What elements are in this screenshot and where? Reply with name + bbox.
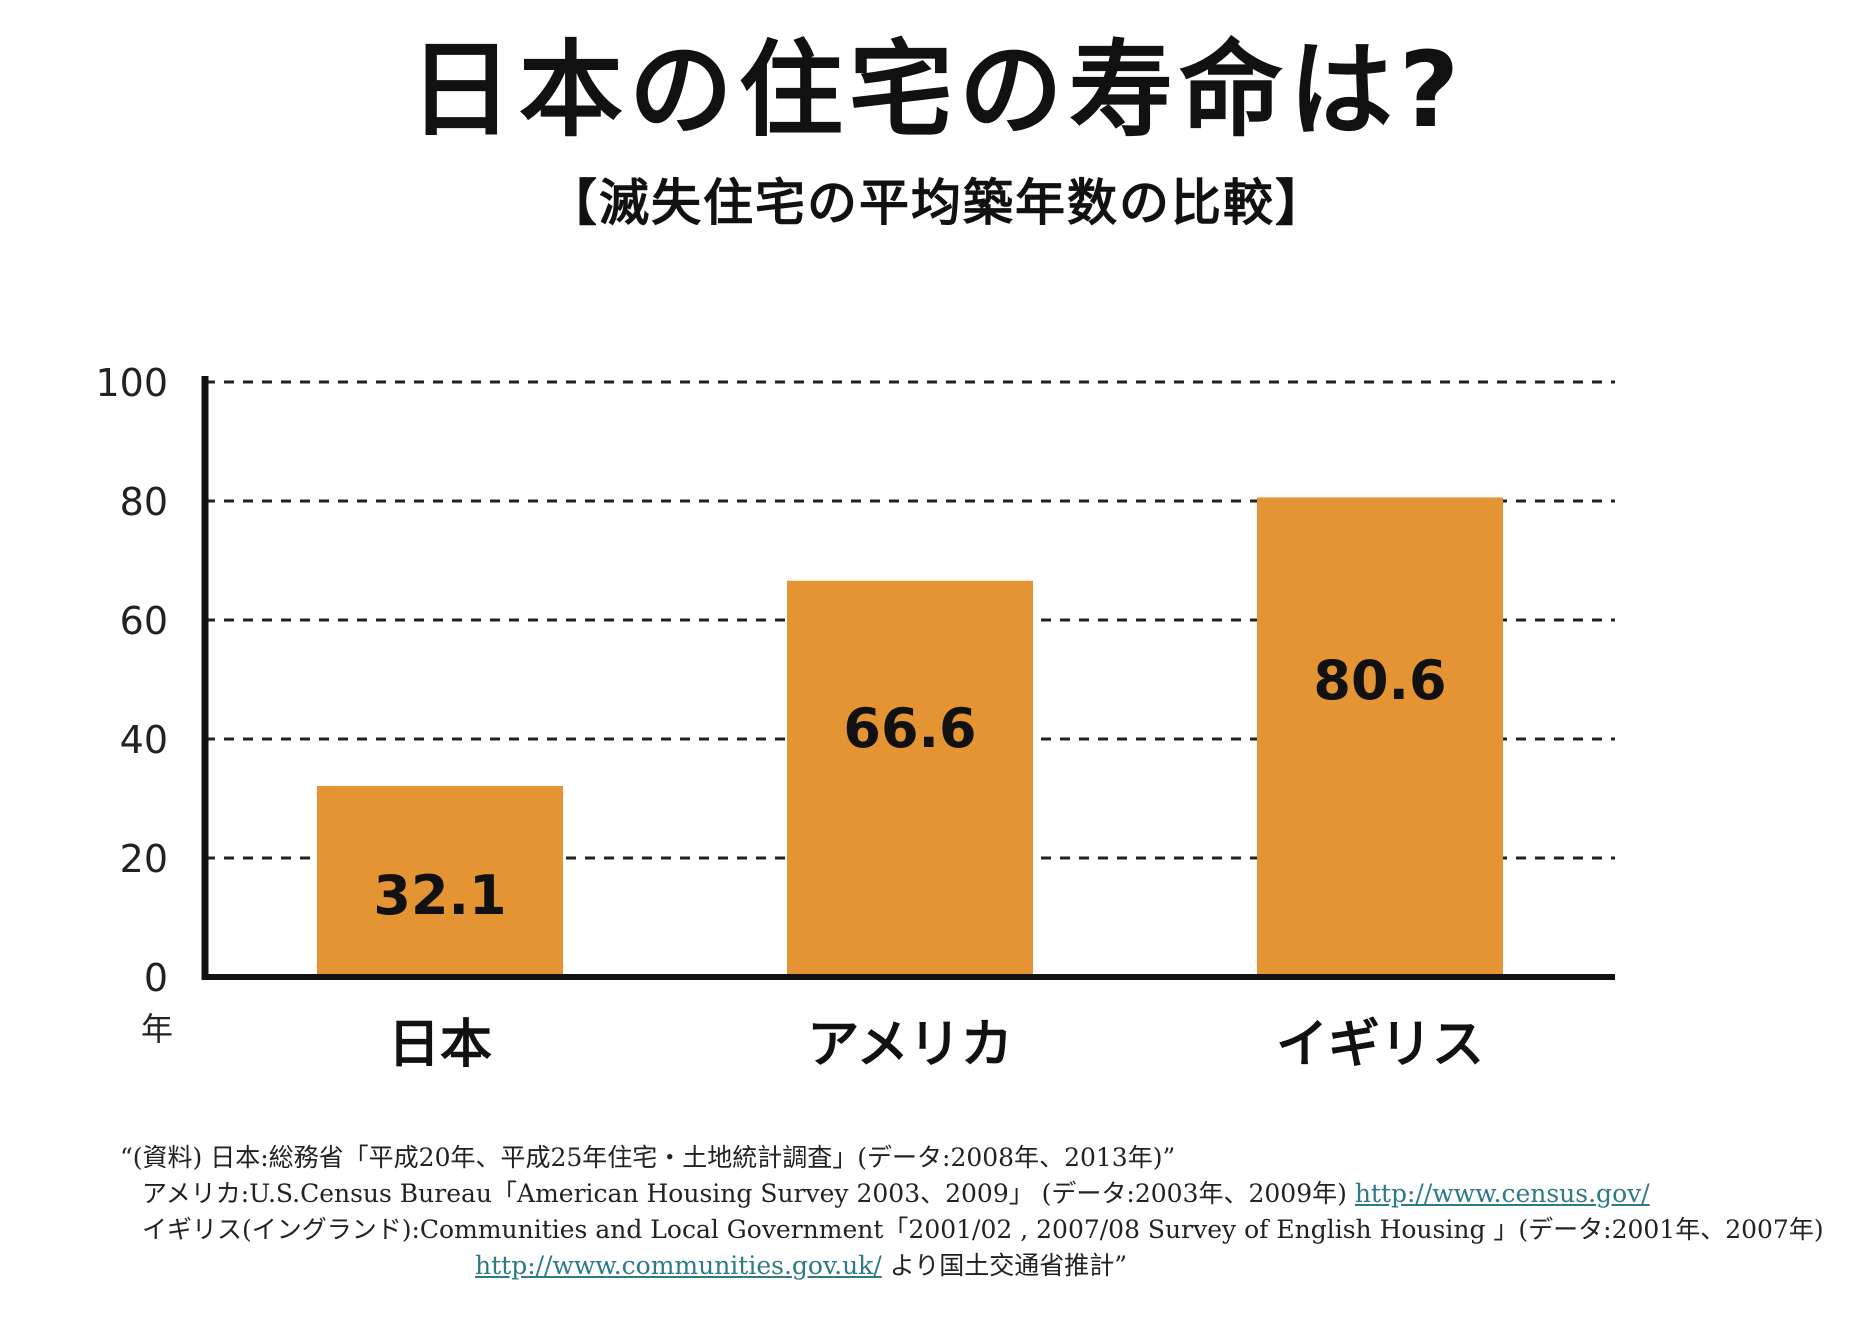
y-tick-label: 20: [120, 837, 168, 881]
source-line-japan: “(資料) 日本:総務省「平成20年、平成25年住宅・土地統計調査」(データ:2…: [120, 1143, 1176, 1172]
x-category-label: イギリス: [1276, 1015, 1484, 1075]
bar-value-label: 66.6: [843, 697, 976, 760]
bars: [317, 497, 1503, 977]
labels: 0 20 40 60 80 100 年 32.1 日本 66.6 アメリカ 80.6 イギリス: [95, 361, 1484, 1075]
bar-value-label: 80.6: [1313, 649, 1446, 712]
communities-link[interactable]: http://www.communities.gov.uk/: [475, 1251, 882, 1280]
bar: [787, 580, 1033, 977]
y-tick-label: 60: [120, 599, 168, 643]
x-category-label: 日本: [388, 1015, 492, 1075]
source-estimate-text: より国土交通省推計”: [889, 1251, 1128, 1280]
bar-chart: 0 20 40 60 80 100 年 32.1 日本 66.6 アメリカ 80.6 イギリス: [95, 361, 1615, 1075]
axes: [201, 376, 1615, 980]
source-line-usa: アメリカ:U.S.Census Bureau「American Housing …: [120, 1176, 1840, 1212]
y-tick-label: 0: [144, 956, 168, 1000]
y-tick-label: 100: [95, 361, 168, 405]
bar: [1257, 497, 1503, 977]
chart-subtitle: 【滅失住宅の平均築年数の比較】: [547, 174, 1327, 232]
source-line-estimate: http://www.communities.gov.uk/ より国土交通省推計…: [120, 1248, 1840, 1284]
source-notes: “(資料) 日本:総務省「平成20年、平成25年住宅・土地統計調査」(データ:2…: [120, 1140, 1840, 1284]
y-tick-label: 80: [120, 480, 168, 524]
bar: [317, 786, 563, 977]
source-usa-text: アメリカ:U.S.Census Bureau「American Housing …: [142, 1179, 1347, 1208]
source-line-uk: イギリス(イングランド):Communities and Local Gover…: [142, 1215, 1824, 1244]
bar-value-label: 32.1: [373, 864, 506, 927]
y-axis-unit-label: 年: [141, 1010, 173, 1048]
y-tick-label: 40: [120, 718, 168, 762]
census-link[interactable]: http://www.census.gov/: [1354, 1179, 1650, 1208]
x-category-label: アメリカ: [807, 1015, 1012, 1075]
chart-title: 日本の住宅の寿命は?: [408, 29, 1466, 151]
